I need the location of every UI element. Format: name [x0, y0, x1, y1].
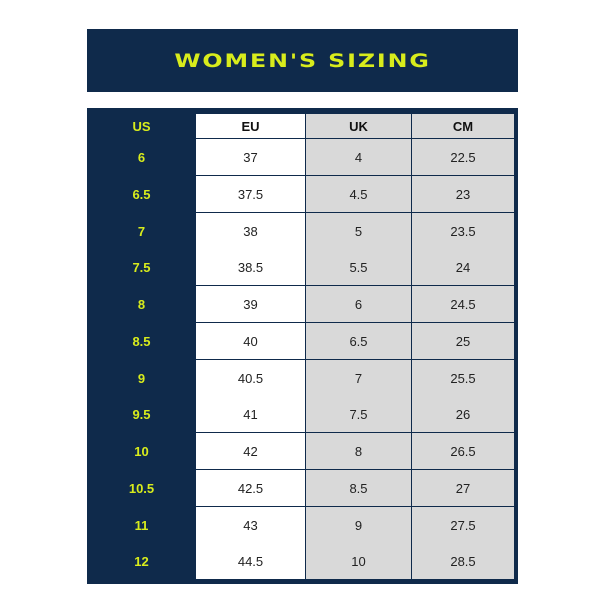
cell-us: 8.5 [132, 333, 151, 349]
cell-us: 9 [137, 370, 146, 386]
table-row: 6 37 4 22.5 [87, 139, 518, 175]
table-row: 9 40.5 7 25.5 [87, 360, 518, 396]
title-banner: WOMEN'S SIZING [87, 29, 518, 92]
cell-uk: 7.5 [306, 396, 411, 432]
cell-uk: 4 [306, 139, 411, 175]
cell-us: 10.5 [128, 480, 155, 496]
cell-cm: 27 [412, 470, 514, 506]
cell-us: 10 [134, 443, 149, 459]
cell-cm: 23.5 [412, 213, 514, 249]
cell-eu: 42.5 [196, 470, 305, 506]
table-row: 7.5 38.5 5.5 24 [87, 249, 518, 285]
cell-us: 11 [134, 517, 149, 533]
column-header-eu: EU [196, 114, 305, 138]
cell-cm: 26.5 [412, 433, 514, 469]
cell-uk: 8.5 [306, 470, 411, 506]
cell-uk: 8 [306, 433, 411, 469]
cell-cm: 23 [412, 176, 514, 212]
cell-eu: 42 [196, 433, 305, 469]
cell-us: 6 [137, 149, 146, 165]
table-row: 7 38 5 23.5 [87, 213, 518, 249]
cell-eu: 44.5 [196, 543, 305, 579]
cell-uk: 4.5 [306, 176, 411, 212]
cell-uk: 6.5 [306, 323, 411, 359]
header-row: US EU UK CM [87, 114, 518, 138]
table-row: 8.5 40 6.5 25 [87, 323, 518, 359]
cell-uk: 6 [306, 286, 411, 322]
size-table: US EU UK CM 6 37 4 22.5 6.5 37.5 4.5 23 7 38 5 23.5 7.5 3… [87, 108, 518, 584]
cell-cm: 25 [412, 323, 514, 359]
cell-us: 9.5 [132, 406, 151, 422]
table-row: 10.5 42.5 8.5 27 [87, 470, 518, 506]
cell-cm: 28.5 [412, 543, 514, 579]
page-title: WOMEN'S SIZING [174, 49, 431, 72]
cell-eu: 40.5 [196, 360, 305, 396]
cell-us: 7 [137, 223, 146, 239]
table-row: 8 39 6 24.5 [87, 286, 518, 322]
table-row: 12 44.5 10 28.5 [87, 543, 518, 579]
cell-cm: 24.5 [412, 286, 514, 322]
cell-uk: 9 [306, 507, 411, 543]
table-row: 10 42 8 26.5 [87, 433, 518, 469]
column-header-uk: UK [306, 114, 411, 138]
column-header-us: US [132, 118, 151, 134]
cell-cm: 22.5 [412, 139, 514, 175]
table-row: 9.5 41 7.5 26 [87, 396, 518, 432]
cell-uk: 5 [306, 213, 411, 249]
cell-cm: 26 [412, 396, 514, 432]
column-header-cm: CM [412, 114, 514, 138]
table-row: 11 43 9 27.5 [87, 507, 518, 543]
cell-us: 7.5 [132, 259, 151, 275]
cell-uk: 5.5 [306, 249, 411, 285]
cell-eu: 43 [196, 507, 305, 543]
cell-us: 12 [134, 553, 149, 569]
cell-eu: 38 [196, 213, 305, 249]
cell-eu: 37.5 [196, 176, 305, 212]
cell-us: 8 [137, 296, 146, 312]
cell-eu: 39 [196, 286, 305, 322]
cell-eu: 37 [196, 139, 305, 175]
cell-uk: 7 [306, 360, 411, 396]
cell-eu: 41 [196, 396, 305, 432]
cell-eu: 40 [196, 323, 305, 359]
cell-cm: 27.5 [412, 507, 514, 543]
cell-eu: 38.5 [196, 249, 305, 285]
cell-uk: 10 [306, 543, 411, 579]
cell-cm: 25.5 [412, 360, 514, 396]
table-row: 6.5 37.5 4.5 23 [87, 176, 518, 212]
cell-cm: 24 [412, 249, 514, 285]
cell-us: 6.5 [132, 186, 151, 202]
